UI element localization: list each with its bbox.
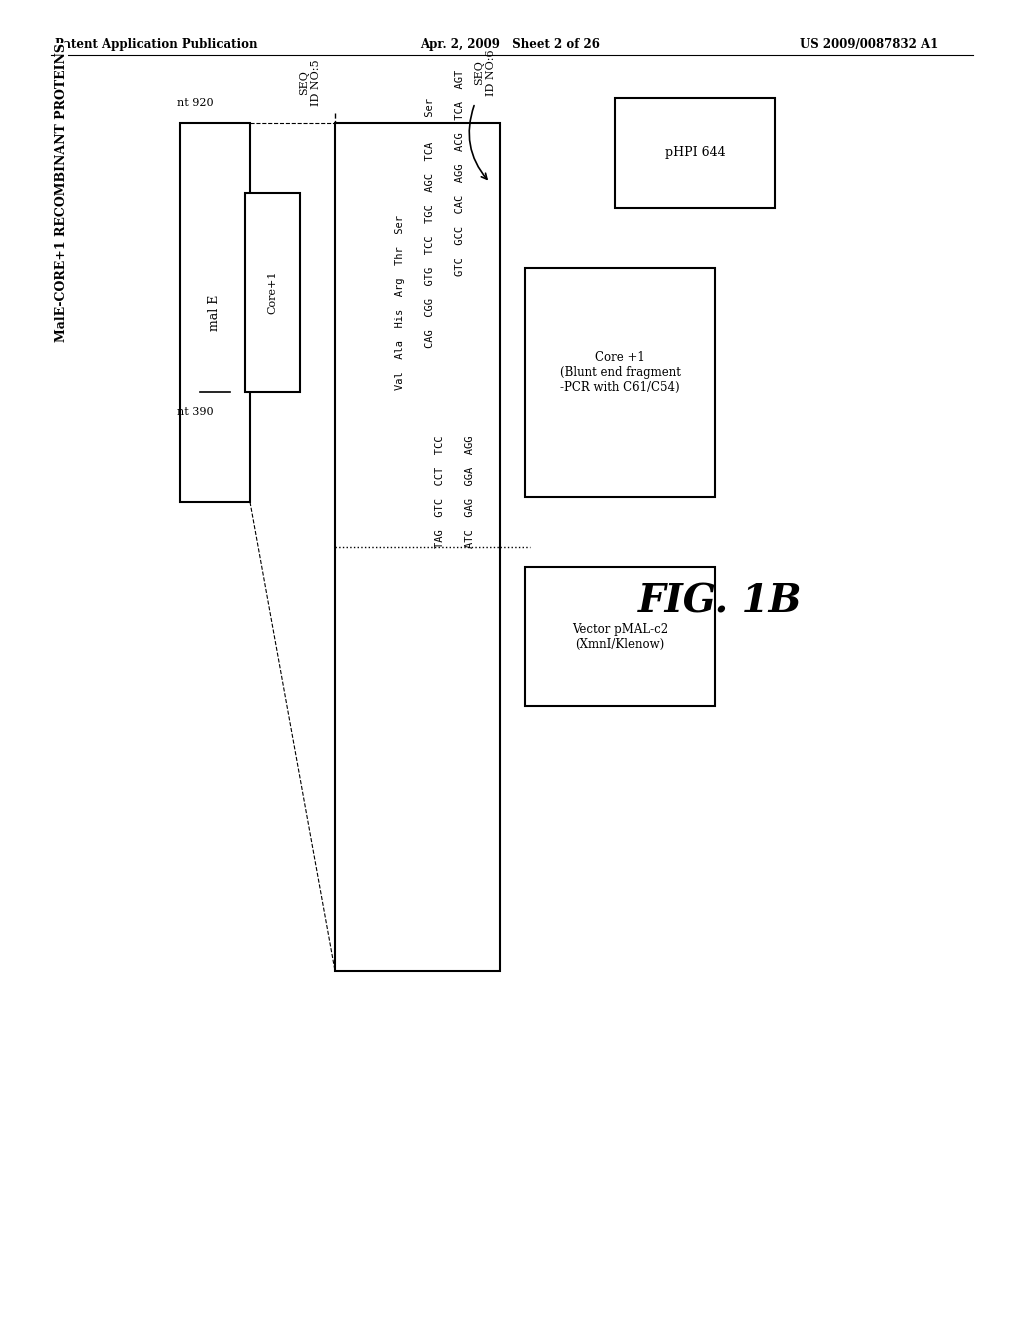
Text: TAG  GTC  CCT  TCC: TAG GTC CCT TCC xyxy=(435,436,445,548)
Text: pHPI 644: pHPI 644 xyxy=(665,147,725,160)
FancyBboxPatch shape xyxy=(180,123,250,502)
Text: FIG. 1B: FIG. 1B xyxy=(638,582,802,620)
Text: SEQ
ID NO:6: SEQ ID NO:6 xyxy=(474,50,496,96)
Text: nt 390: nt 390 xyxy=(177,407,213,417)
Text: Core +1
(Blunt end fragment
-PCR with C61/C54): Core +1 (Blunt end fragment -PCR with C6… xyxy=(559,351,680,393)
Text: nt 920: nt 920 xyxy=(177,98,213,108)
Text: MalE-CORE+1 RECOMBINANT PROTEINS: MalE-CORE+1 RECOMBINANT PROTEINS xyxy=(55,44,68,342)
Text: Val  Ala  His  Arg  Thr  Ser: Val Ala His Arg Thr Ser xyxy=(395,215,406,389)
FancyBboxPatch shape xyxy=(615,98,775,207)
FancyBboxPatch shape xyxy=(245,193,300,392)
Text: mal E: mal E xyxy=(209,294,221,330)
Text: GTC  GCC  CAC  AGG  ACG  TCA  AGT: GTC GCC CAC AGG ACG TCA AGT xyxy=(455,70,465,276)
FancyBboxPatch shape xyxy=(525,566,715,706)
Text: Patent Application Publication: Patent Application Publication xyxy=(55,38,257,51)
Text: US 2009/0087832 A1: US 2009/0087832 A1 xyxy=(800,38,938,51)
Text: Apr. 2, 2009   Sheet 2 of 26: Apr. 2, 2009 Sheet 2 of 26 xyxy=(420,38,600,51)
Text: Core+1: Core+1 xyxy=(267,271,278,314)
Text: ATC  GAG  GGA  AGG: ATC GAG GGA AGG xyxy=(465,436,475,548)
Text: CAG  CGG  GTG  TCC  TGC  AGC  TCA    Ser: CAG CGG GTG TCC TGC AGC TCA Ser xyxy=(425,98,435,347)
Text: Vector pMAL-c2
(XmnI/Klenow): Vector pMAL-c2 (XmnI/Klenow) xyxy=(572,623,668,651)
FancyBboxPatch shape xyxy=(525,268,715,498)
FancyBboxPatch shape xyxy=(335,123,500,970)
Text: SEQ
ID NO:5: SEQ ID NO:5 xyxy=(299,59,321,107)
